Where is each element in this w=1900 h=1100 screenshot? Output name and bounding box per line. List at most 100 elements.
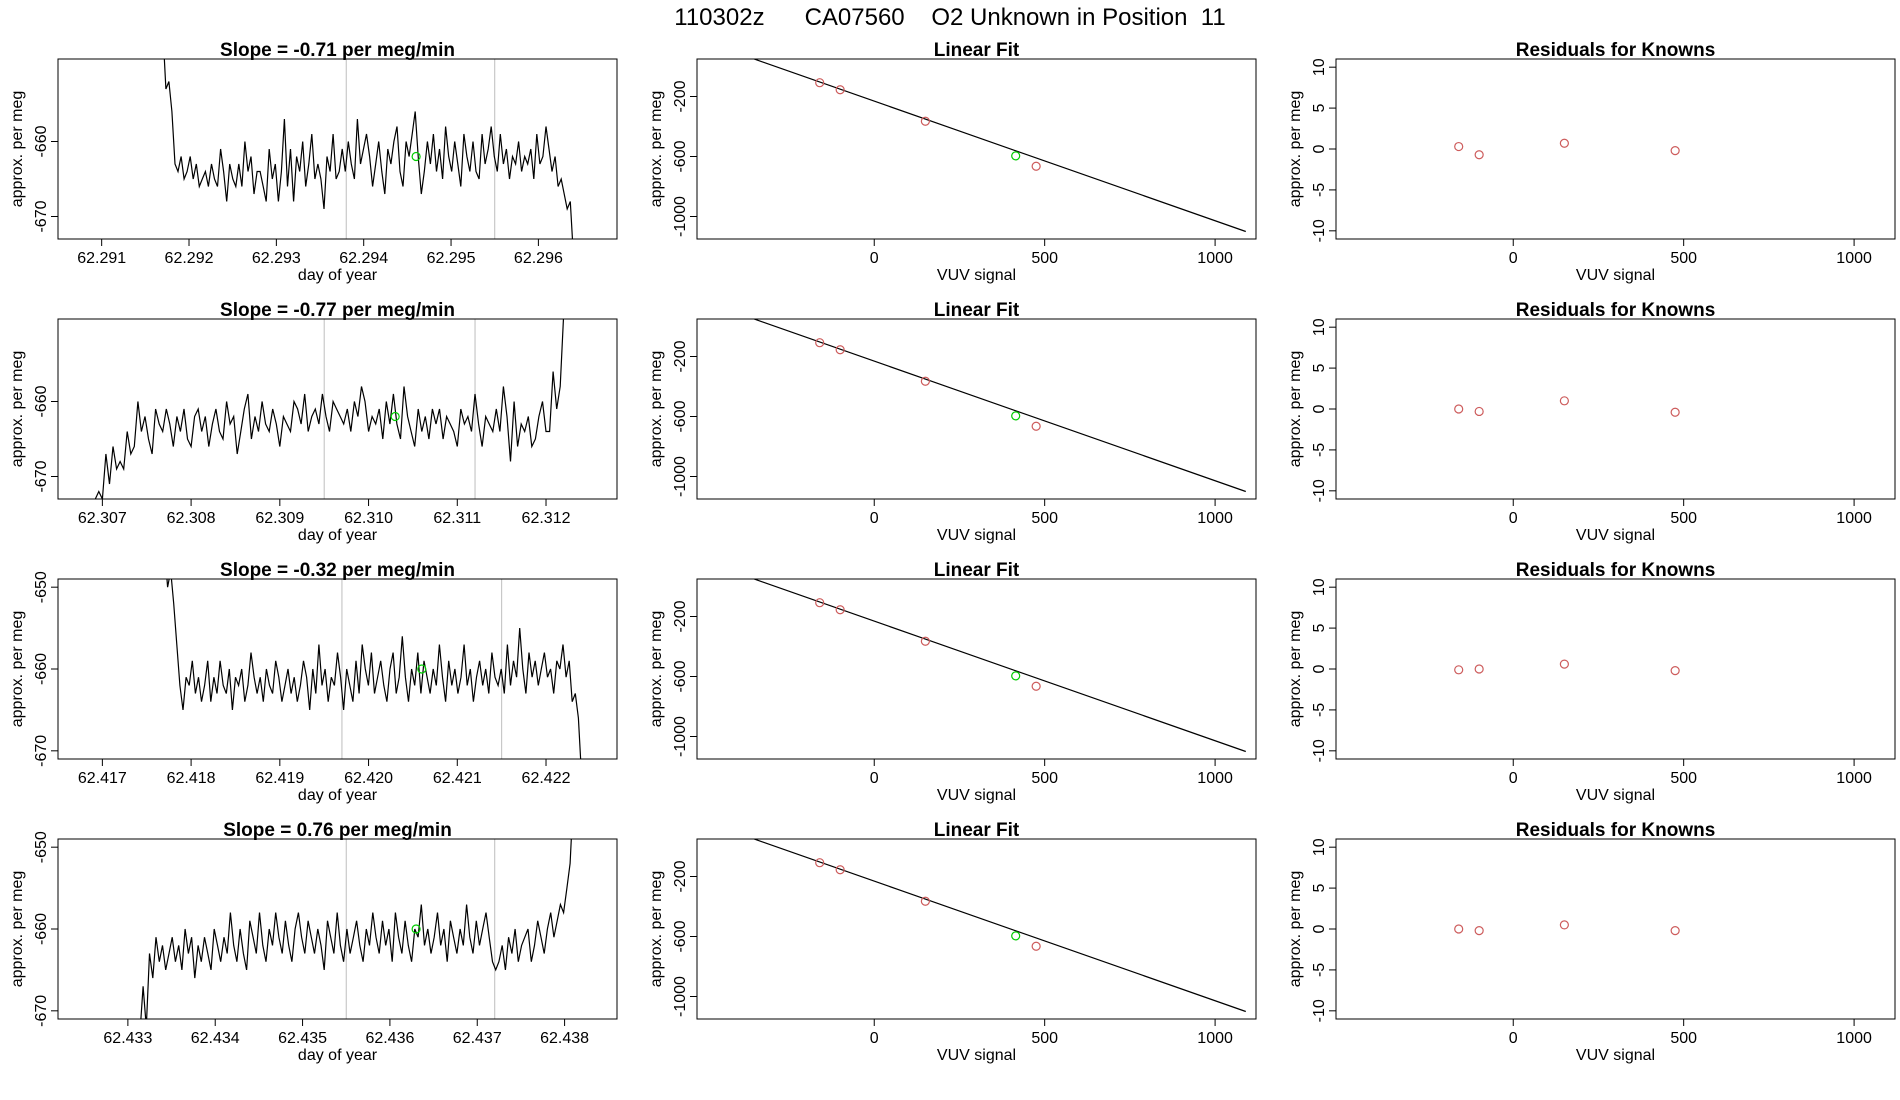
x-axis-label: day of year xyxy=(298,527,378,544)
y-axis-label: approx. per meg xyxy=(648,611,665,728)
series-line xyxy=(166,579,582,759)
y-tick-label: 10 xyxy=(1311,838,1328,856)
panel-timeseries-row-3: Slope = 0.76 per meg/min 62.433 62.434 62.4… xyxy=(9,820,618,1064)
plot-area xyxy=(752,319,1246,493)
y-tick-label: -200 xyxy=(672,80,689,112)
residual-point xyxy=(1474,150,1484,160)
plot-area xyxy=(140,839,572,1019)
known-point xyxy=(1031,941,1041,951)
y-tick-label: -5 xyxy=(1311,963,1328,977)
x-tick-label: 1000 xyxy=(1836,250,1872,267)
x-axis-label: VUV signal xyxy=(937,267,1016,284)
y-tick-label: -650 xyxy=(33,571,50,603)
x-axis-label: day of year xyxy=(298,787,378,804)
plot-frame xyxy=(57,578,618,760)
x-tick-label: 1000 xyxy=(1197,250,1233,267)
y-tick-label: -600 xyxy=(672,920,689,952)
plot-frame xyxy=(696,318,1257,500)
x-tick-label: 1000 xyxy=(1836,1030,1872,1047)
y-tick-label: 0 xyxy=(1311,404,1328,413)
unknown-marker xyxy=(411,924,421,934)
x-tick-label: 0 xyxy=(870,510,879,527)
y-tick-label: 10 xyxy=(1311,58,1328,76)
x-tick-label: 62.420 xyxy=(344,770,393,787)
known-point xyxy=(815,598,825,608)
plot-frame xyxy=(1335,58,1896,240)
y-tick-label: -650 xyxy=(33,831,50,863)
x-tick-label: 62.308 xyxy=(167,510,216,527)
x-axis-label: VUV signal xyxy=(1576,1047,1655,1064)
x-tick-label: 62.421 xyxy=(433,770,482,787)
unknown-point xyxy=(1011,411,1021,421)
y-tick-label: -660 xyxy=(33,913,50,945)
plot-area xyxy=(166,579,582,759)
plot-area xyxy=(752,59,1246,233)
y-axis-label: approx. per meg xyxy=(9,611,26,728)
residual-point xyxy=(1474,406,1484,417)
y-tick-label: -600 xyxy=(672,400,689,432)
fit-line xyxy=(752,319,1246,493)
x-tick-label: 62.291 xyxy=(77,250,126,267)
panel-title: Slope = 0.76 per meg/min xyxy=(223,820,452,841)
x-tick-label: 500 xyxy=(1670,250,1697,267)
plot-frame xyxy=(696,58,1257,240)
panel-linear-fit-row-1: Linear Fit 0 500 1000 -200 -600 -1000 VUV signa… xyxy=(648,300,1257,544)
known-point xyxy=(920,376,930,386)
series-line xyxy=(163,59,574,239)
y-tick-label: -1000 xyxy=(672,976,689,1017)
panel-residuals-row-0: Residuals for Knowns 0 500 1000 -10 -5 0 5 10 VUV… xyxy=(1287,40,1896,284)
y-axis-label: approx. per meg xyxy=(9,91,26,208)
x-tick-label: 62.434 xyxy=(191,1030,240,1047)
y-tick-label: -660 xyxy=(33,125,50,157)
plot-area xyxy=(752,579,1246,753)
x-tick-label: 62.438 xyxy=(540,1030,589,1047)
x-tick-label: 500 xyxy=(1031,510,1058,527)
x-tick-label: 62.294 xyxy=(339,250,388,267)
residual-point xyxy=(1454,924,1464,934)
y-axis-label: approx. per meg xyxy=(9,871,26,988)
x-tick-label: 0 xyxy=(870,770,879,787)
known-point xyxy=(920,636,930,646)
plot-area xyxy=(1454,920,1680,936)
page-title: 110302z CA07560 O2 Unknown in Position 1… xyxy=(674,4,1226,31)
known-point xyxy=(835,605,845,615)
x-tick-label: 0 xyxy=(1509,1030,1518,1047)
panel-title: Slope = -0.71 per meg/min xyxy=(220,40,455,61)
panel-title: Residuals for Knowns xyxy=(1516,560,1716,581)
x-tick-label: 1000 xyxy=(1836,510,1872,527)
x-axis-label: day of year xyxy=(298,267,378,284)
residual-point xyxy=(1559,659,1569,669)
known-point xyxy=(835,865,845,875)
x-tick-label: 62.435 xyxy=(278,1030,327,1047)
x-axis-label: VUV signal xyxy=(937,527,1016,544)
x-axis-label: VUV signal xyxy=(937,1047,1016,1064)
fit-line xyxy=(752,59,1246,233)
x-tick-label: 62.293 xyxy=(252,250,301,267)
unknown-marker xyxy=(417,664,427,674)
x-axis-label: VUV signal xyxy=(1576,267,1655,284)
plot-area xyxy=(1454,396,1680,417)
y-tick-label: 5 xyxy=(1311,884,1328,893)
residual-point xyxy=(1454,665,1464,675)
y-tick-label: -660 xyxy=(33,385,50,417)
known-point xyxy=(815,338,825,348)
x-tick-label: 62.417 xyxy=(78,770,127,787)
plot-frame xyxy=(1335,318,1896,500)
panel-linear-fit-row-0: Linear Fit 0 500 1000 -200 -600 -1000 VUV signa… xyxy=(648,40,1257,284)
fit-line xyxy=(752,839,1246,1013)
y-tick-label: 10 xyxy=(1311,318,1328,336)
residual-point xyxy=(1454,404,1464,414)
y-tick-label: -200 xyxy=(672,600,689,632)
plot-area xyxy=(1454,659,1680,676)
plot-area xyxy=(94,319,565,499)
known-point xyxy=(1031,681,1041,691)
residual-point xyxy=(1559,920,1569,930)
y-tick-label: -1000 xyxy=(672,456,689,497)
known-point xyxy=(815,78,825,88)
plot-frame xyxy=(57,838,618,1020)
y-tick-label: -1000 xyxy=(672,716,689,757)
known-point xyxy=(920,116,930,126)
residual-point xyxy=(1670,666,1680,676)
fit-line xyxy=(752,579,1246,753)
